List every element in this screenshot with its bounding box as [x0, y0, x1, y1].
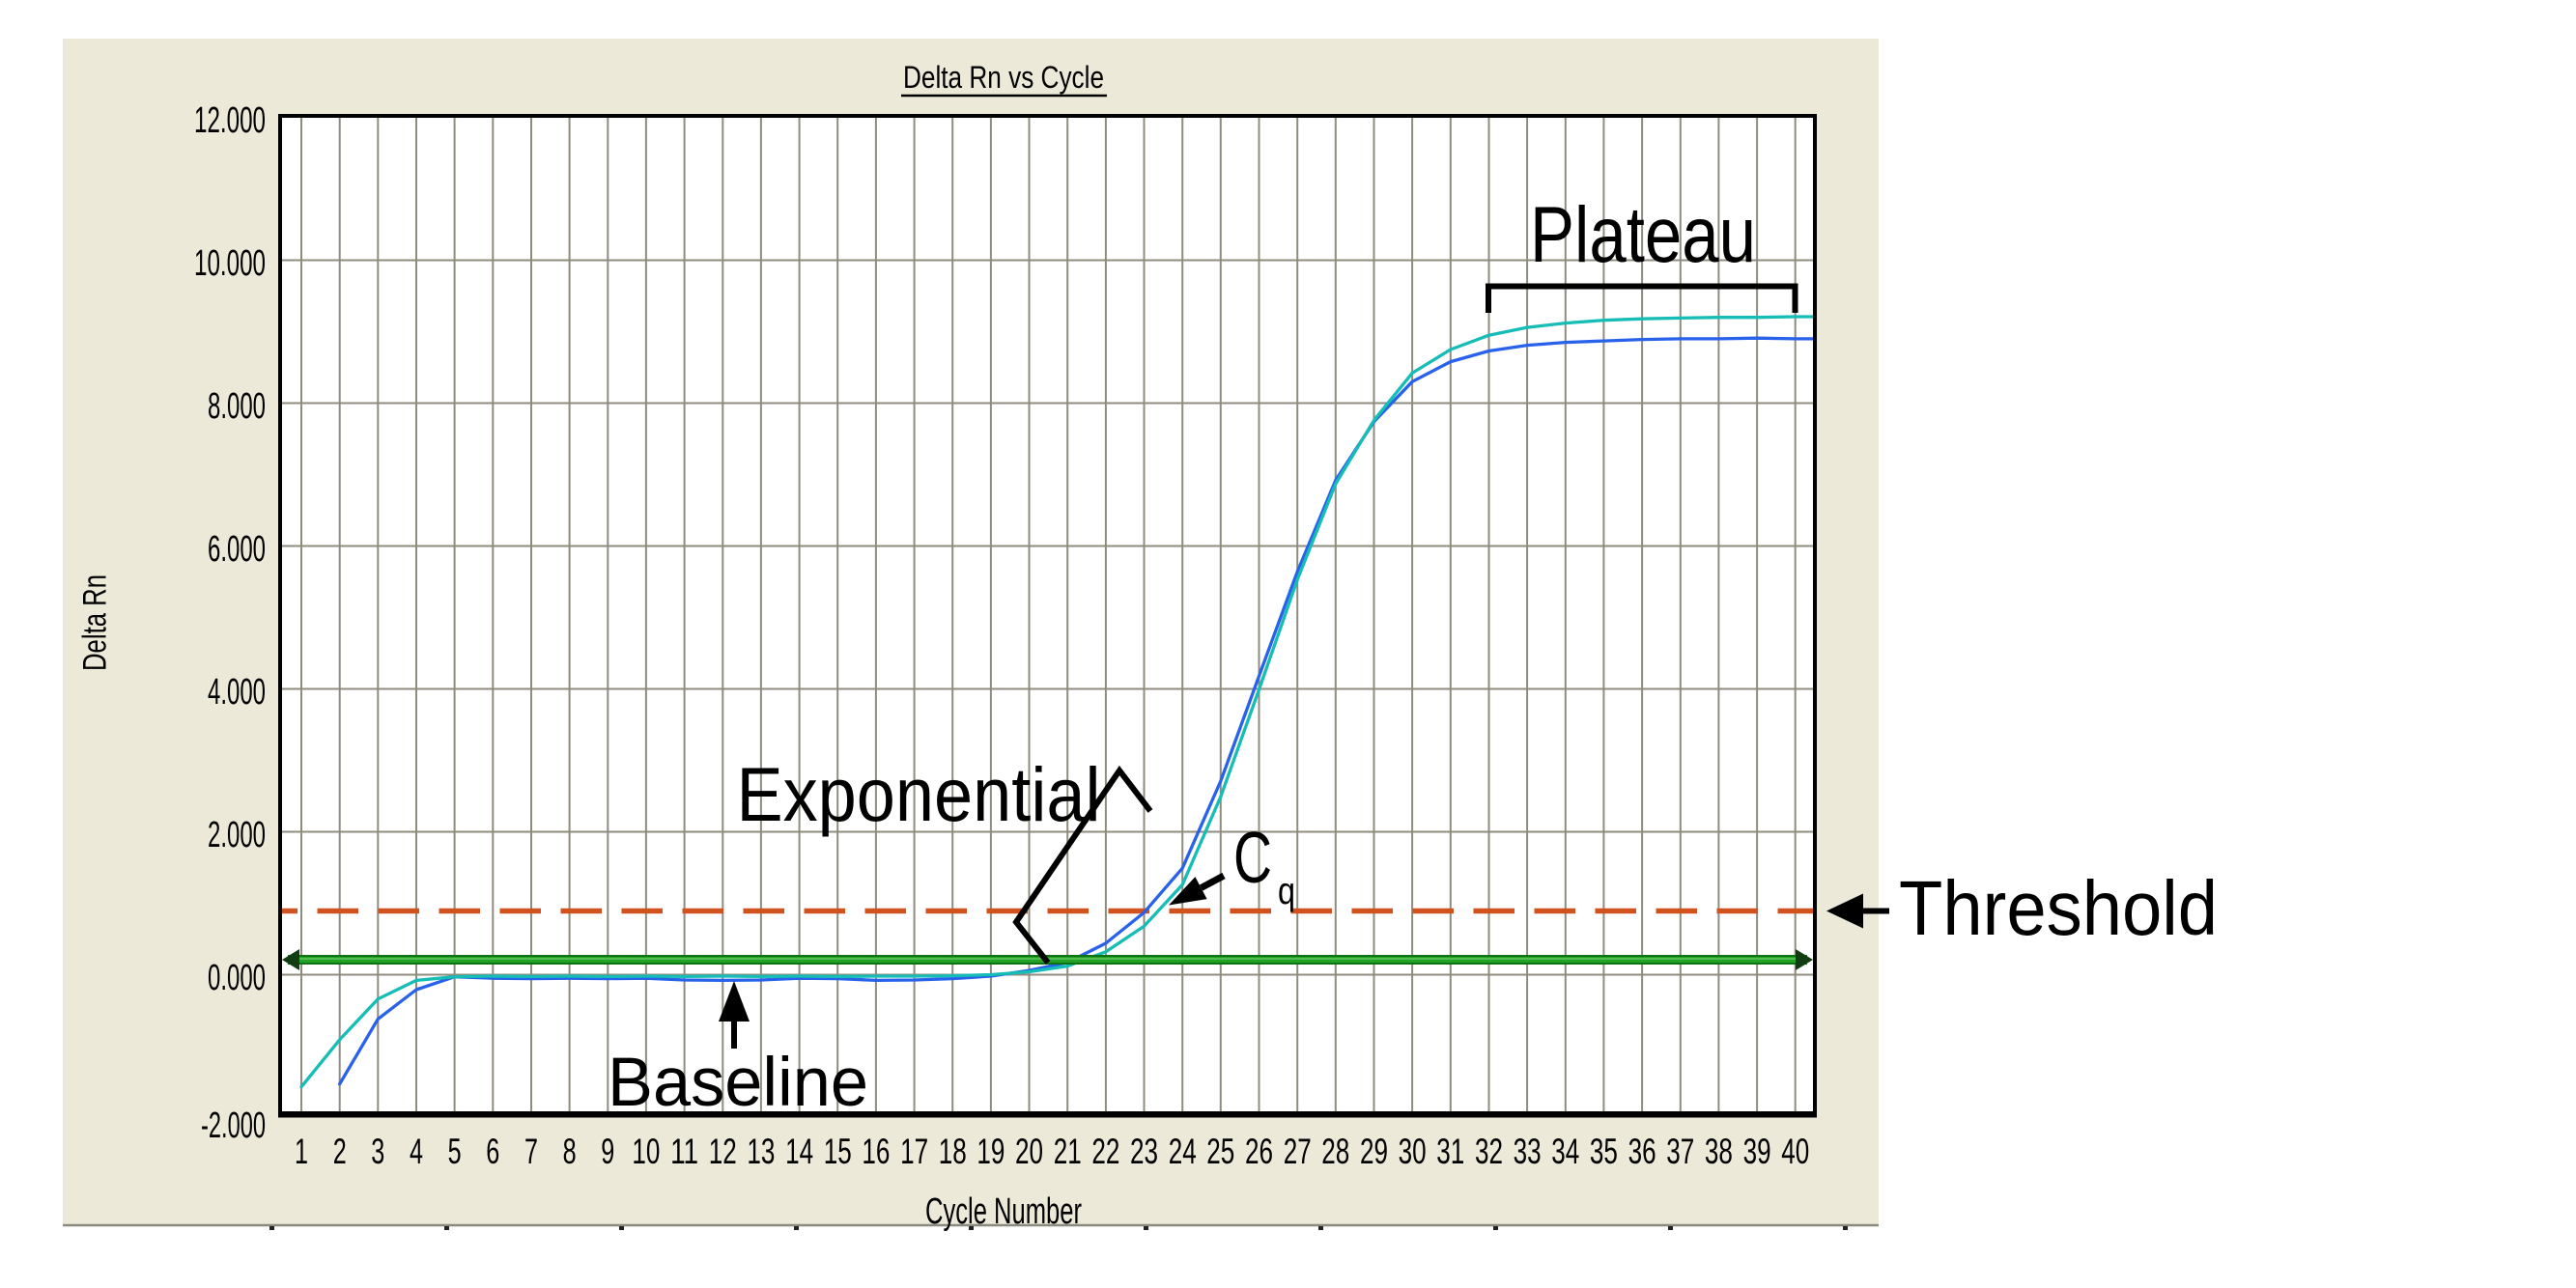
svg-text:6.000: 6.000 — [208, 529, 266, 570]
svg-text:34: 34 — [1551, 1132, 1579, 1171]
svg-text:10.000: 10.000 — [194, 243, 266, 284]
svg-text:33: 33 — [1514, 1132, 1542, 1171]
svg-text:32: 32 — [1475, 1132, 1503, 1171]
svg-text:-2.000: -2.000 — [201, 1106, 266, 1146]
svg-text:27: 27 — [1284, 1132, 1312, 1171]
svg-text:2.000: 2.000 — [208, 815, 266, 855]
svg-text:12.000: 12.000 — [194, 100, 266, 141]
svg-text:4: 4 — [410, 1132, 423, 1171]
svg-text:C: C — [1233, 817, 1272, 898]
svg-text:22: 22 — [1091, 1132, 1119, 1171]
svg-text:37: 37 — [1666, 1132, 1694, 1171]
svg-text:30: 30 — [1399, 1132, 1427, 1171]
svg-text:Baseline: Baseline — [608, 1045, 868, 1121]
svg-text:36: 36 — [1628, 1132, 1656, 1171]
svg-text:Plateau: Plateau — [1530, 191, 1756, 279]
svg-text:21: 21 — [1054, 1132, 1082, 1171]
svg-text:18: 18 — [939, 1132, 967, 1171]
svg-text:25: 25 — [1206, 1132, 1234, 1171]
svg-text:9: 9 — [601, 1132, 614, 1171]
svg-text:0.000: 0.000 — [208, 958, 266, 998]
svg-text:8: 8 — [563, 1132, 577, 1171]
svg-text:Delta Rn: Delta Rn — [77, 574, 114, 671]
svg-text:39: 39 — [1743, 1132, 1771, 1171]
svg-text:20: 20 — [1015, 1132, 1043, 1171]
svg-text:35: 35 — [1590, 1132, 1618, 1171]
svg-text:8.000: 8.000 — [208, 386, 266, 427]
svg-text:Threshold: Threshold — [1899, 865, 2218, 951]
svg-text:23: 23 — [1130, 1132, 1158, 1171]
svg-text:15: 15 — [824, 1132, 852, 1171]
svg-text:17: 17 — [900, 1132, 928, 1171]
svg-text:2: 2 — [333, 1132, 347, 1171]
svg-text:1: 1 — [295, 1132, 308, 1171]
svg-text:19: 19 — [977, 1132, 1005, 1171]
svg-text:Delta Rn vs Cycle: Delta Rn vs Cycle — [903, 60, 1104, 95]
svg-text:6: 6 — [486, 1132, 499, 1171]
svg-text:5: 5 — [448, 1132, 462, 1171]
svg-text:24: 24 — [1169, 1132, 1197, 1171]
svg-text:16: 16 — [862, 1132, 890, 1171]
svg-text:q: q — [1278, 870, 1295, 912]
svg-text:14: 14 — [785, 1132, 813, 1171]
svg-text:7: 7 — [524, 1132, 538, 1171]
svg-text:26: 26 — [1245, 1132, 1273, 1171]
svg-text:29: 29 — [1360, 1132, 1388, 1171]
svg-text:12: 12 — [709, 1132, 737, 1171]
svg-text:38: 38 — [1705, 1132, 1733, 1171]
svg-text:Exponential: Exponential — [737, 751, 1101, 837]
svg-text:11: 11 — [670, 1132, 698, 1171]
svg-text:10: 10 — [632, 1132, 660, 1171]
svg-text:28: 28 — [1321, 1132, 1349, 1171]
svg-text:31: 31 — [1436, 1132, 1464, 1171]
svg-text:Cycle Number: Cycle Number — [925, 1191, 1082, 1232]
svg-text:13: 13 — [747, 1132, 775, 1171]
svg-text:40: 40 — [1781, 1132, 1809, 1171]
svg-text:3: 3 — [371, 1132, 384, 1171]
svg-text:4.000: 4.000 — [208, 672, 266, 713]
